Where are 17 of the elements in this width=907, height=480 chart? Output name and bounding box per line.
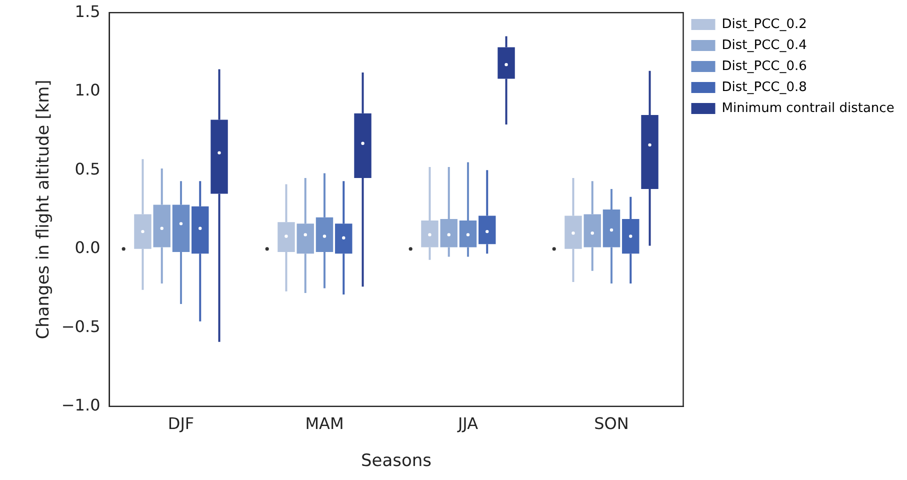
- x-tick-label: SON: [594, 414, 629, 434]
- y-tick-label: −1.0: [61, 396, 100, 415]
- y-tick-label: 0.5: [74, 159, 100, 178]
- x-tick-label: JJA: [456, 414, 478, 434]
- x-tick-label: DJF: [168, 414, 194, 434]
- y-tick-label: 1.0: [74, 80, 100, 100]
- legend-label: Dist_PCC_0.8: [722, 80, 807, 95]
- y-tick-label: −0.5: [61, 316, 100, 336]
- legend-label: Dist_PCC_0.4: [722, 38, 807, 53]
- legend-label: Minimum contrail distance: [722, 100, 894, 116]
- y-tick-label: 1.5: [74, 2, 100, 21]
- legend-label: Dist_PCC_0.2: [722, 16, 807, 32]
- legend-label: Dist_PCC_0.6: [722, 58, 807, 74]
- y-tick-label: 0.0: [74, 238, 100, 258]
- x-axis-title: Seasons: [360, 451, 432, 472]
- y-axis-title: Changes in flight altitude [km]: [34, 80, 54, 340]
- x-tick-label: MAM: [305, 414, 344, 434]
